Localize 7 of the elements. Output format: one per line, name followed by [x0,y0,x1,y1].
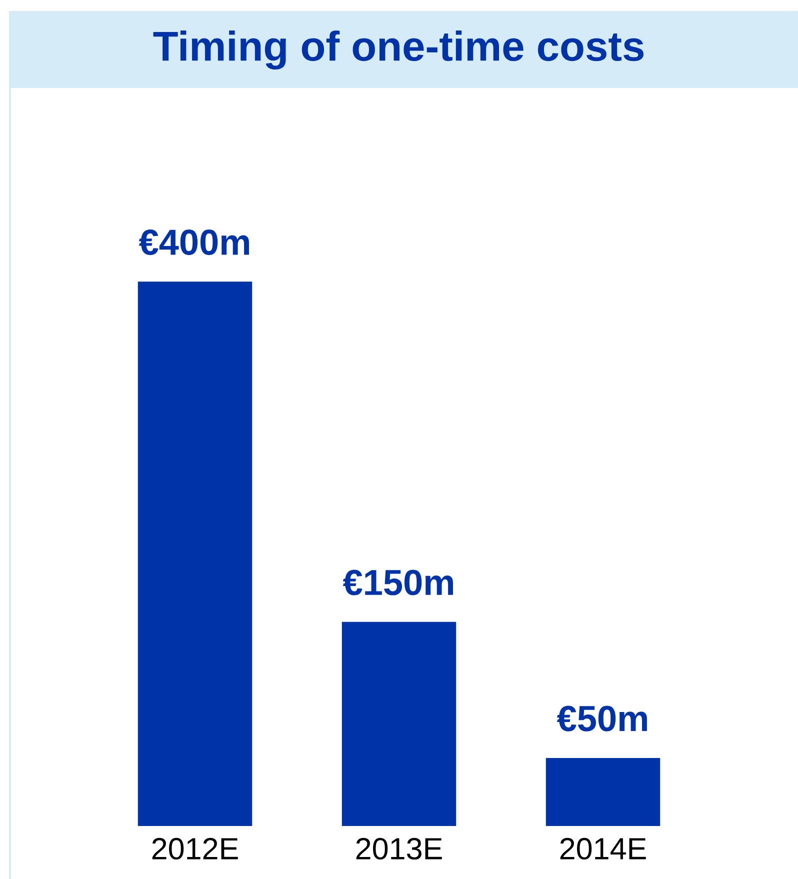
x-tick-label: 2012E [152,838,238,860]
x-tick-label: 2013E [356,838,442,860]
x-tick-label: 2014E [560,838,646,860]
data-label: €150m [342,570,453,596]
chart-title: Timing of one-time costs [153,30,644,70]
data-label: €400m [138,230,249,256]
data-label: €50m [557,706,647,732]
